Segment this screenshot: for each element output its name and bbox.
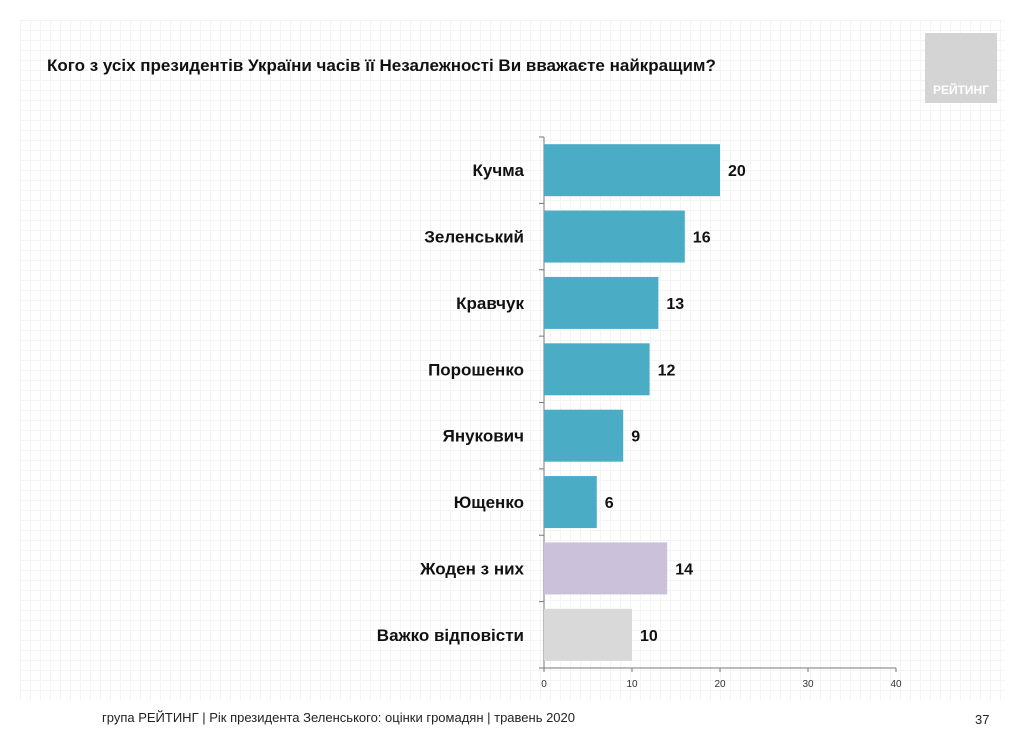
category-label: Важко відповісти [377,626,524,645]
category-label: Зеленський [424,228,524,247]
logo-text: РЕЙТИНГ [932,83,990,97]
data-label: 14 [675,561,693,578]
x-tick-label: 30 [802,679,814,690]
category-label: Янукович [443,427,524,446]
data-label: 6 [605,495,614,512]
category-label: Жоден з них [419,559,524,578]
page-number: 37 [975,712,990,727]
data-label: 20 [728,163,746,180]
category-label: Кучма [472,161,524,180]
footer-text: група РЕЙТИНГ | Рік президента Зеленсько… [102,710,576,725]
bar [544,409,624,462]
data-label: 10 [640,628,658,645]
bar [544,343,650,396]
bar [544,144,720,197]
x-tick-label: 0 [541,679,547,690]
data-label: 9 [631,429,640,446]
bar [544,608,632,661]
category-label: Кравчук [456,294,524,313]
bar-chart: 0 10 20 30 40 Кучма 20 Зеленський 16 Кравчук 13 Пор… [377,136,902,690]
category-label: Ющенко [454,493,524,512]
data-label: 16 [693,230,711,247]
x-tick-label: 40 [890,679,902,690]
bar [544,276,659,329]
data-label: 12 [658,362,676,379]
rating-logo: РЕЙТИНГ [925,33,997,103]
chart-title: Кого з усіх президентів України часів її… [47,56,716,75]
data-label: 13 [666,296,684,313]
x-tick-label: 10 [626,679,638,690]
x-tick-label: 20 [714,679,726,690]
bar [544,476,597,529]
background-grid [20,20,1005,700]
category-label: Порошенко [428,360,524,379]
bar [544,542,668,595]
bar [544,210,685,263]
